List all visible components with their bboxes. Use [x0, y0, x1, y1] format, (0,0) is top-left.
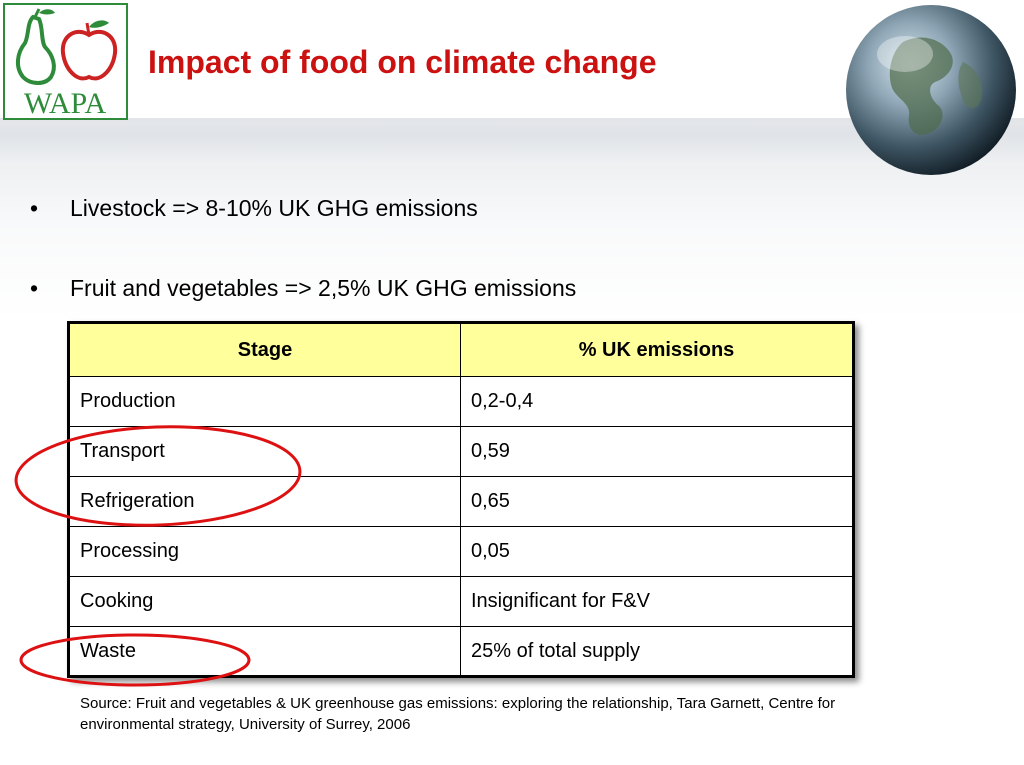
emissions-cell: 0,59: [460, 426, 854, 477]
bullet-text: Livestock => 8-10% UK GHG emissions: [70, 195, 478, 221]
table-row: Transport 0,59: [68, 426, 854, 477]
emissions-table: Stage % UK emissions Production 0,2-0,4 …: [67, 321, 855, 678]
table-row: Processing 0,05: [68, 526, 854, 577]
emissions-cell: 25% of total supply: [460, 626, 854, 677]
source-citation: Source: Fruit and vegetables & UK greenh…: [80, 695, 836, 733]
stage-cell: Production: [68, 376, 461, 427]
bullet-item: • Livestock => 8-10% UK GHG emissions: [28, 190, 576, 270]
stage-cell: Refrigeration: [68, 476, 461, 527]
table-row: Waste 25% of total supply: [68, 626, 854, 677]
slide-title: Impact of food on climate change: [148, 44, 657, 80]
pear-apple-logo-icon: WAPA: [16, 8, 118, 118]
bullet-text: Fruit and vegetables => 2,5% UK GHG emis…: [70, 275, 577, 301]
bullet-item: • Fruit and vegetables => 2,5% UK GHG emi…: [28, 270, 576, 350]
wapa-logo: WAPA: [3, 3, 128, 120]
header-shadow: [0, 118, 1024, 228]
table-row: Refrigeration 0,65: [68, 476, 854, 527]
header-emissions: % UK emissions: [460, 322, 854, 377]
logo-wordmark: WAPA: [24, 87, 107, 118]
stage-cell: Cooking: [68, 576, 461, 627]
bullet-list: • Livestock => 8-10% UK GHG emissions • Fr…: [28, 190, 576, 350]
emissions-cell: Insignificant for F&V: [460, 576, 854, 627]
stage-cell: Transport: [68, 426, 461, 477]
table-row: Cooking Insignificant for F&V: [68, 576, 854, 627]
table-header-row: Stage % UK emissions: [68, 322, 854, 377]
header-stage: Stage: [68, 322, 461, 377]
emissions-cell: 0,65: [460, 476, 854, 527]
table-row: Production 0,2-0,4: [68, 376, 854, 427]
stage-cell: Waste: [68, 626, 461, 677]
emissions-cell: 0,2-0,4: [460, 376, 854, 427]
stage-cell: Processing: [68, 526, 461, 577]
bullet-dot-icon: •: [30, 195, 39, 221]
bullet-dot-icon: •: [30, 275, 39, 301]
earth-globe-icon: [846, 5, 1016, 175]
emissions-cell: 0,05: [460, 526, 854, 577]
